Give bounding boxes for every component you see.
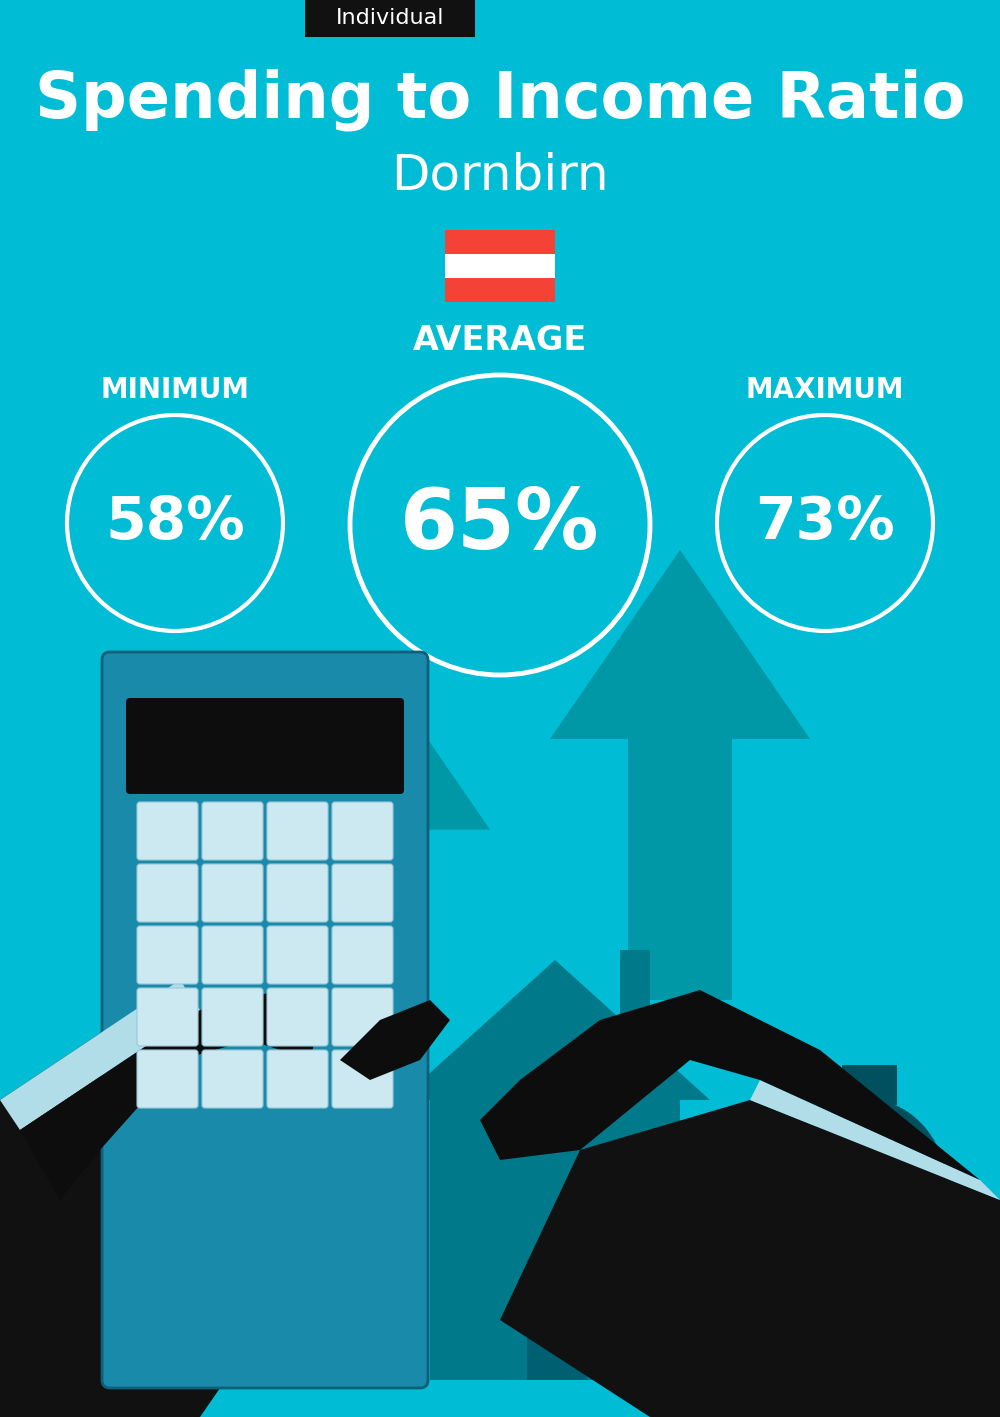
Bar bbox=[640, 1308, 770, 1326]
Polygon shape bbox=[20, 990, 320, 1200]
Text: Individual: Individual bbox=[336, 9, 444, 28]
Bar bbox=[640, 1323, 770, 1342]
FancyBboxPatch shape bbox=[126, 699, 404, 794]
Bar bbox=[640, 1299, 770, 1318]
Polygon shape bbox=[340, 1000, 450, 1080]
FancyBboxPatch shape bbox=[137, 925, 198, 983]
FancyBboxPatch shape bbox=[102, 652, 428, 1389]
Bar bbox=[640, 1316, 770, 1333]
FancyBboxPatch shape bbox=[267, 988, 328, 1046]
Polygon shape bbox=[550, 550, 810, 1000]
Bar bbox=[445, 254, 555, 278]
FancyBboxPatch shape bbox=[267, 1050, 328, 1108]
FancyBboxPatch shape bbox=[137, 1050, 198, 1108]
Bar bbox=[620, 949, 650, 1020]
FancyBboxPatch shape bbox=[137, 864, 198, 922]
FancyBboxPatch shape bbox=[202, 1050, 263, 1108]
Bar bbox=[842, 1066, 897, 1105]
Bar bbox=[430, 1100, 680, 1380]
Polygon shape bbox=[750, 1080, 1000, 1200]
FancyBboxPatch shape bbox=[202, 925, 263, 983]
FancyBboxPatch shape bbox=[202, 802, 263, 860]
Bar bbox=[700, 1135, 740, 1165]
Ellipse shape bbox=[665, 1161, 775, 1299]
FancyBboxPatch shape bbox=[267, 864, 328, 922]
FancyBboxPatch shape bbox=[332, 988, 393, 1046]
Bar bbox=[445, 230, 555, 254]
FancyBboxPatch shape bbox=[202, 988, 263, 1046]
FancyBboxPatch shape bbox=[202, 864, 263, 922]
Text: $: $ bbox=[852, 1175, 888, 1226]
Text: 65%: 65% bbox=[400, 485, 600, 565]
Ellipse shape bbox=[790, 1100, 950, 1299]
Bar bbox=[445, 278, 555, 302]
Polygon shape bbox=[270, 670, 490, 1050]
Bar bbox=[305, 0, 475, 37]
Text: 73%: 73% bbox=[755, 495, 895, 551]
Polygon shape bbox=[500, 1100, 1000, 1417]
Text: MAXIMUM: MAXIMUM bbox=[746, 376, 904, 404]
Polygon shape bbox=[480, 990, 980, 1180]
Text: $: $ bbox=[708, 1213, 732, 1247]
Bar bbox=[527, 1260, 587, 1380]
FancyBboxPatch shape bbox=[332, 1050, 393, 1108]
Bar bbox=[640, 1332, 770, 1350]
FancyBboxPatch shape bbox=[137, 802, 198, 860]
Text: MINIMUM: MINIMUM bbox=[100, 376, 250, 404]
Polygon shape bbox=[0, 981, 200, 1129]
Polygon shape bbox=[0, 981, 350, 1417]
Polygon shape bbox=[400, 959, 710, 1100]
FancyBboxPatch shape bbox=[332, 864, 393, 922]
Text: AVERAGE: AVERAGE bbox=[413, 323, 587, 357]
Text: Dornbirn: Dornbirn bbox=[391, 152, 609, 198]
Text: 58%: 58% bbox=[105, 495, 245, 551]
FancyBboxPatch shape bbox=[137, 988, 198, 1046]
Text: Spending to Income Ratio: Spending to Income Ratio bbox=[35, 69, 965, 132]
FancyBboxPatch shape bbox=[267, 802, 328, 860]
FancyBboxPatch shape bbox=[332, 925, 393, 983]
FancyBboxPatch shape bbox=[332, 802, 393, 860]
FancyBboxPatch shape bbox=[267, 925, 328, 983]
